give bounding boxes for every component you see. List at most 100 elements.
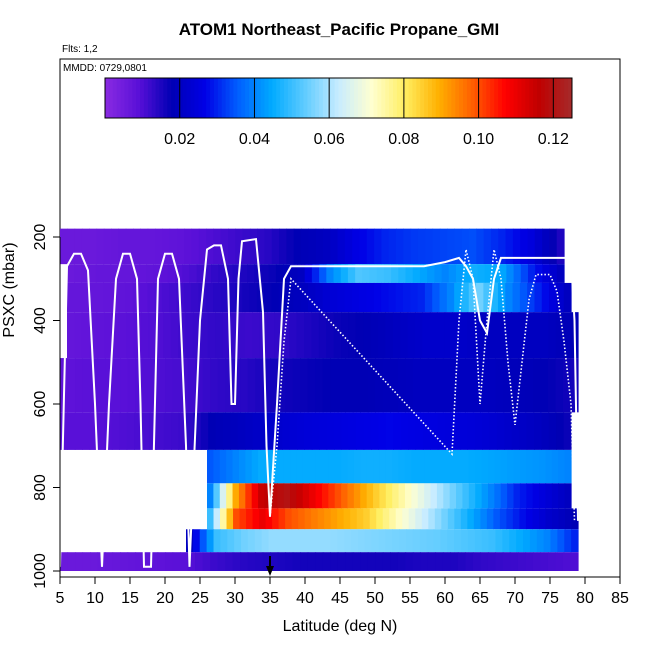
heat-cell: [293, 228, 302, 265]
heat-cell: [494, 483, 502, 509]
colorbar-segment: [167, 78, 172, 118]
heat-cell: [302, 529, 311, 553]
heat-cell: [449, 483, 457, 509]
colorbar-segment: [295, 78, 301, 118]
colorbar-segment: [268, 78, 273, 118]
heat-cell: [433, 529, 442, 553]
heat-cell: [527, 264, 536, 283]
colorbar-segment: [248, 78, 254, 118]
heat-cell: [366, 282, 375, 313]
colorbar-segment: [482, 78, 487, 118]
colorbar-segment: [517, 78, 522, 118]
heat-cell: [281, 312, 290, 359]
heat-cell: [551, 449, 559, 484]
heat-cell: [435, 358, 444, 413]
heat-cell: [558, 483, 566, 509]
colorbar-segment: [171, 78, 176, 118]
heat-cell: [304, 264, 313, 283]
heat-cell: [277, 483, 285, 509]
heat-cell: [330, 508, 338, 530]
heat-cell: [210, 552, 219, 571]
heat-cell: [410, 228, 419, 265]
heat-cell: [382, 508, 390, 530]
colorbar-segment: [330, 78, 336, 118]
heat-cell: [329, 282, 338, 313]
heat-cell: [350, 508, 358, 530]
heat-cell: [270, 483, 278, 509]
heat-cell: [157, 358, 166, 413]
colorbar-segment: [486, 78, 491, 118]
heat-cell: [407, 312, 416, 359]
colorbar-tick-label: 0.12: [538, 131, 569, 148]
colorbar-segment: [420, 78, 425, 118]
heat-cell: [545, 449, 553, 484]
y-axis-label: PSXC (mbar): [1, 242, 18, 337]
x-tick-label: 30: [226, 590, 244, 607]
heat-cell: [370, 312, 379, 359]
heat-cell: [213, 449, 221, 484]
heat-cell: [142, 358, 151, 413]
heat-cell: [425, 228, 434, 265]
heat-cell: [507, 483, 515, 509]
heat-cell: [519, 449, 527, 484]
heat-cell: [328, 483, 336, 509]
heat-cell: [417, 282, 426, 313]
heat-cell: [278, 508, 286, 530]
heat-cell: [434, 508, 442, 530]
heat-cell: [309, 483, 317, 509]
colorbar-tick-label: 0.10: [463, 131, 494, 148]
heat-cell: [290, 264, 299, 283]
heat-cell: [437, 412, 446, 450]
heat-cell: [97, 358, 106, 413]
heat-cell: [555, 312, 564, 359]
heat-cell: [432, 228, 441, 265]
heat-cell: [333, 264, 342, 283]
heat-cell: [60, 228, 68, 265]
heat-cell: [395, 282, 404, 313]
heat-cell: [408, 508, 416, 530]
heat-cell: [300, 282, 309, 313]
heat-cell: [160, 264, 169, 283]
heat-cell: [304, 412, 313, 450]
heat-cell: [472, 552, 482, 571]
heat-cell: [213, 508, 221, 530]
colorbar-segment: [552, 78, 557, 118]
heat-cell: [447, 529, 455, 553]
heat-cell: [356, 412, 365, 450]
colorbar-segment: [451, 78, 456, 118]
heat-cell: [206, 228, 214, 265]
heat-cell: [257, 228, 266, 265]
colorbar-segment: [435, 78, 441, 118]
heat-cell: [461, 282, 470, 313]
heat-cell: [505, 282, 514, 313]
heat-cell: [296, 449, 304, 484]
heat-cell: [96, 312, 105, 359]
heat-cell: [532, 508, 540, 530]
heat-cell: [448, 264, 457, 283]
heat-cell: [242, 282, 251, 313]
heat-cell: [185, 312, 194, 359]
heat-cell: [293, 282, 302, 313]
heat-cell: [307, 552, 316, 571]
colorbar-segment: [264, 78, 269, 118]
heat-cell: [247, 358, 256, 413]
heat-cell: [360, 358, 369, 413]
heat-cell: [264, 228, 273, 265]
heat-cell: [506, 508, 514, 530]
heat-cell: [510, 358, 519, 413]
heat-cell: [82, 412, 91, 450]
heat-cell: [183, 282, 192, 313]
heat-cell: [308, 282, 316, 313]
heat-cell: [450, 552, 459, 571]
heat-cell: [483, 228, 492, 265]
flight-track-dotted: [269, 249, 576, 521]
heat-cell: [302, 449, 310, 484]
heat-cell: [60, 552, 69, 571]
heat-cell: [126, 412, 135, 450]
heat-cell: [133, 228, 141, 265]
colorbar-segment: [470, 78, 476, 118]
heat-cell: [330, 529, 338, 553]
heat-cell: [67, 264, 75, 283]
heat-cell: [282, 529, 290, 553]
heat-cell: [232, 449, 240, 484]
